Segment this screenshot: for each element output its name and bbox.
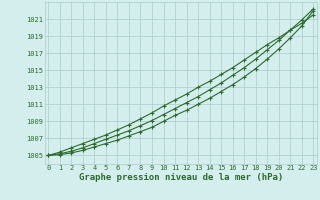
X-axis label: Graphe pression niveau de la mer (hPa): Graphe pression niveau de la mer (hPa) <box>79 173 283 182</box>
